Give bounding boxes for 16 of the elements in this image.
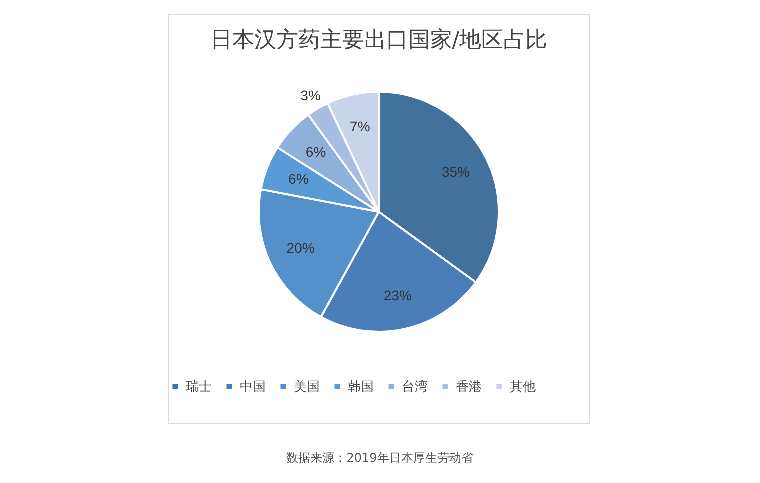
- chart-title: 日本汉方药主要出口国家/地区占比: [210, 28, 548, 53]
- data-label: 3%: [300, 88, 321, 104]
- data-label: 35%: [442, 164, 470, 180]
- data-label: 7%: [350, 118, 370, 135]
- legend-label: 其他: [510, 378, 536, 394]
- legend-label: 香港: [456, 378, 482, 394]
- legend-label: 韩国: [348, 378, 374, 394]
- data-label: 6%: [306, 144, 326, 160]
- data-label: 6%: [288, 171, 309, 188]
- data-label: 20%: [286, 240, 315, 256]
- legend-label: 中国: [240, 378, 266, 394]
- source-note: 数据来源：2019年日本厚生劳动省: [286, 450, 474, 467]
- legend-label: 美国: [294, 378, 320, 394]
- legend-label: 瑞士: [186, 378, 212, 394]
- legend-label: 台湾: [402, 378, 428, 394]
- data-label: 23%: [384, 287, 412, 304]
